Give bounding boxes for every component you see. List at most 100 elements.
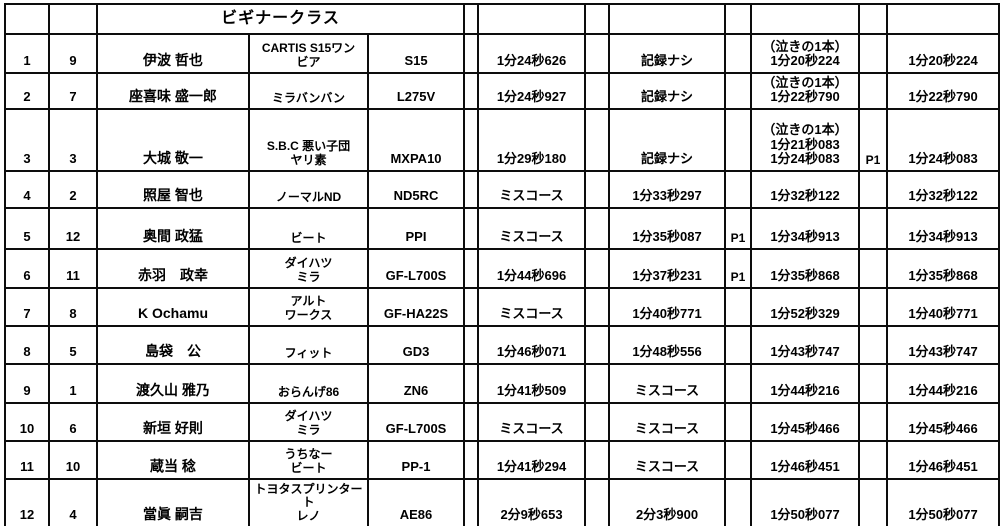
heat3-penalty-cell [858,478,889,526]
model-code-cell: GF-L700S [366,402,466,442]
heat3-time-cell: 1分52秒329 [750,287,861,327]
car-number-cell: 4 [48,478,98,526]
header-best-cell [886,3,1000,35]
driver-name-cell: 渡久山 雅乃 [96,363,250,404]
header-penalty1-cell [584,3,611,35]
driver-name-cell: 新垣 好則 [96,402,250,442]
spacer-cell [463,248,480,289]
heat2-time-cell: 記録ナシ [608,33,727,74]
best-time-cell: 1分35秒868 [886,248,1000,289]
best-time-cell: 1分32秒122 [886,170,1000,209]
heat3-penalty-cell [858,248,889,289]
spacer-cell [463,287,480,327]
heat1-penalty-cell [584,108,611,172]
best-time-cell: 1分22秒790 [886,72,1000,110]
spacer-cell [463,363,480,404]
spacer-cell [463,402,480,442]
best-time-cell: 1分20秒224 [886,33,1000,74]
heat2-penalty-cell [724,108,753,172]
rank-cell: 4 [4,170,50,209]
heat2-time-cell: 1分37秒231 [608,248,727,289]
table-row: 7 8 K Ochamu アルト ワークス GF-HA22S ミスコース 1分4… [4,287,1000,327]
spacer-cell [463,72,480,110]
heat2-time-cell: 1分35秒087 [608,207,727,250]
car-name-cell: ビート [248,207,369,250]
heat2-time-cell: 1分40秒771 [608,287,727,327]
best-time-cell: 1分34秒913 [886,207,1000,250]
heat2-time-cell: 1分48秒556 [608,325,727,365]
heat1-penalty-cell [584,170,611,209]
table-row: 2 7 座喜味 盛一郎 ミラバンバン L275V 1分24秒927 記録ナシ （… [4,72,1000,110]
driver-name-cell: 蔵当 稔 [96,440,250,480]
rank-cell: 9 [4,363,50,404]
heat2-penalty-cell [724,402,753,442]
rank-cell: 7 [4,287,50,327]
heat3-time-cell: （泣きの1本） 1分22秒790 [750,72,861,110]
driver-name-cell: 當眞 嗣吉 [96,478,250,526]
driver-name-cell: 座喜味 盛一郎 [96,72,250,110]
heat1-penalty-cell [584,440,611,480]
car-number-cell: 10 [48,440,98,480]
spacer-cell [463,325,480,365]
heat2-time-cell: ミスコース [608,402,727,442]
table-row: 8 5 島袋 公 フィット GD3 1分46秒071 1分48秒556 1分43… [4,325,1000,365]
car-name-cell: トヨタスプリンタート レノ [248,478,369,526]
heat1-time-cell: ミスコース [477,287,587,327]
driver-name-cell: 照屋 智也 [96,170,250,209]
rank-cell: 6 [4,248,50,289]
header-penalty3-cell [858,3,889,35]
best-time-cell: 1分46秒451 [886,440,1000,480]
heat3-time-cell: 1分46秒451 [750,440,861,480]
car-name-cell: おらんげ86 [248,363,369,404]
heat1-time-cell: 1分24秒626 [477,33,587,74]
heat1-time-cell: ミスコース [477,207,587,250]
header-heat2-cell [608,3,727,35]
heat1-time-cell: 1分46秒071 [477,325,587,365]
car-number-cell: 2 [48,170,98,209]
model-code-cell: GF-HA22S [366,287,466,327]
table-row: 3 3 大城 敬一 S.B.C 悪い子団 ヤリ素 MXPA10 1分29秒180… [4,108,1000,172]
heat3-penalty-cell [858,363,889,404]
heat2-time-cell: 2分3秒900 [608,478,727,526]
heat2-penalty-cell [724,287,753,327]
model-code-cell: MXPA10 [366,108,466,172]
heat3-time-cell: 1分32秒122 [750,170,861,209]
model-code-cell: GF-L700S [366,248,466,289]
heat1-time-cell: ミスコース [477,170,587,209]
car-number-cell: 11 [48,248,98,289]
heat3-penalty-cell [858,440,889,480]
best-time-cell: 1分43秒747 [886,325,1000,365]
rank-cell: 10 [4,402,50,442]
car-name-cell: アルト ワークス [248,287,369,327]
rank-cell: 12 [4,478,50,526]
heat1-penalty-cell [584,363,611,404]
driver-name-cell: 島袋 公 [96,325,250,365]
car-name-cell: CARTIS S15ワン ビア [248,33,369,74]
heat2-time-cell: 記録ナシ [608,108,727,172]
header-heat3-cell [750,3,861,35]
spacer-cell [463,440,480,480]
heat1-penalty-cell [584,402,611,442]
heat2-penalty-cell: P1 [724,248,753,289]
table-row: 4 2 照屋 智也 ノーマルND ND5RC ミスコース 1分33秒297 1分… [4,170,1000,209]
header-penalty2-cell [724,3,753,35]
best-time-cell: 1分40秒771 [886,287,1000,327]
heat2-penalty-cell [724,440,753,480]
driver-name-cell: 奥間 政猛 [96,207,250,250]
heat2-time-cell: 記録ナシ [608,72,727,110]
driver-name-cell: 伊波 哲也 [96,33,250,74]
header-heat1-cell [477,3,587,35]
table-row: 12 4 當眞 嗣吉 トヨタスプリンタート レノ AE86 2分9秒653 2分… [4,478,1000,526]
heat1-penalty-cell [584,478,611,526]
heat2-penalty-cell [724,72,753,110]
car-name-cell: ノーマルND [248,170,369,209]
driver-name-cell: 赤羽 政幸 [96,248,250,289]
model-code-cell: GD3 [366,325,466,365]
heat2-time-cell: ミスコース [608,363,727,404]
table-row: 10 6 新垣 好則 ダイハツ ミラ GF-L700S ミスコース ミスコース … [4,402,1000,442]
car-name-cell: フィット [248,325,369,365]
heat3-time-cell: （泣きの1本） 1分21秒083 1分24秒083 [750,108,861,172]
car-number-cell: 1 [48,363,98,404]
table-row: 5 12 奥間 政猛 ビート PPI ミスコース 1分35秒087 P1 1分3… [4,207,1000,250]
car-number-cell: 7 [48,72,98,110]
